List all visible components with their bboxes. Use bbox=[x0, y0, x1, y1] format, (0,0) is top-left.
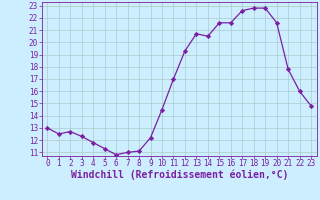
X-axis label: Windchill (Refroidissement éolien,°C): Windchill (Refroidissement éolien,°C) bbox=[70, 170, 288, 180]
